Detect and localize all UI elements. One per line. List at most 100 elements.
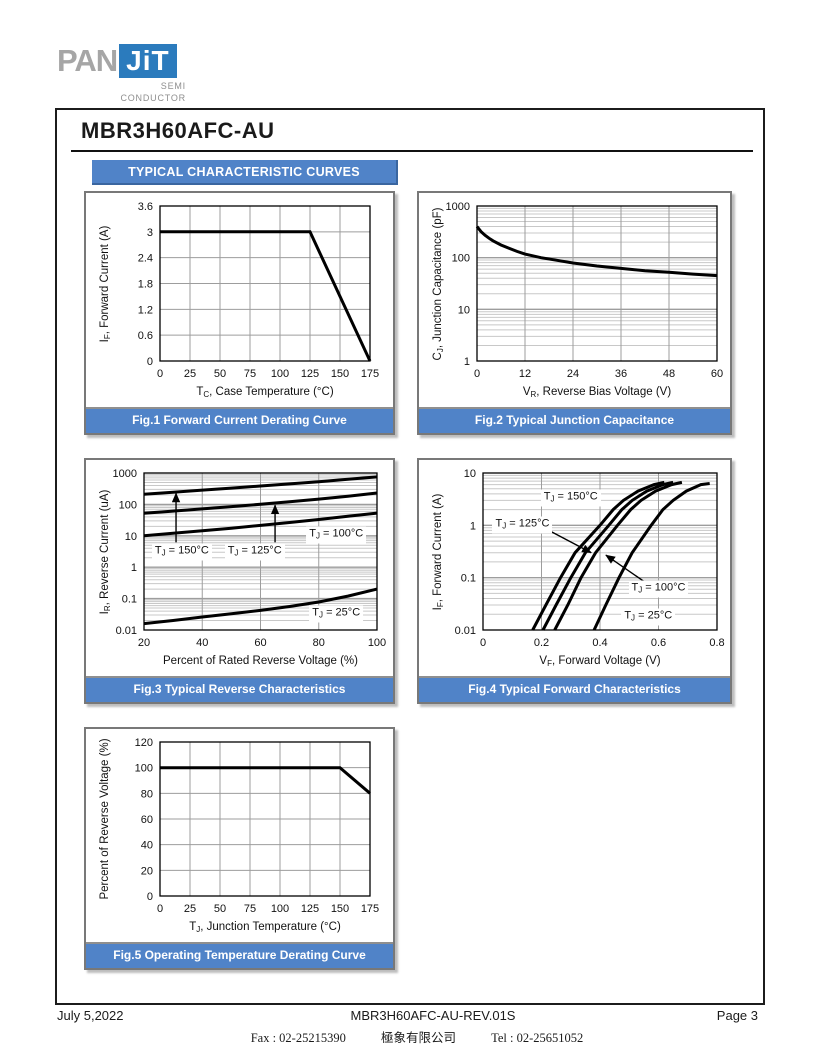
svg-text:0: 0 (147, 356, 153, 368)
section-banner: TYPICAL CHARACTERISTIC CURVES (92, 160, 398, 185)
footer-fax: Fax : 02-25215390 (250, 1031, 346, 1045)
y-axis-label: CJ, Junction Capacitance (pF) (432, 207, 445, 360)
svg-text:0: 0 (480, 637, 486, 649)
svg-text:25: 25 (184, 368, 196, 380)
svg-text:0: 0 (147, 891, 153, 903)
y-axis-label: IR, Reverse Current (uA) (99, 489, 112, 614)
logo-jit-badge: JiT (119, 44, 177, 78)
svg-text:60: 60 (711, 368, 723, 380)
title-divider (71, 150, 753, 152)
svg-text:1: 1 (470, 520, 476, 532)
svg-text:100: 100 (119, 499, 137, 511)
svg-text:0.8: 0.8 (709, 637, 724, 649)
svg-text:10: 10 (458, 304, 470, 316)
svg-text:100: 100 (271, 368, 289, 380)
svg-text:0.2: 0.2 (534, 637, 549, 649)
page-title: MBR3H60AFC-AU (81, 118, 275, 143)
footer-page-number: Page 3 (716, 1008, 758, 1023)
svg-text:1000: 1000 (113, 468, 137, 480)
svg-text:2.4: 2.4 (138, 253, 153, 265)
x-axis-label: Percent of Rated Reverse Voltage (%) (163, 655, 358, 667)
fig5-chart: 0 25 50 75 100 125 150 175 0 20 40 60 80 100 120 TJ, Ju… (86, 729, 393, 942)
svg-text:20: 20 (138, 637, 150, 649)
logo-pan-text: PAN (57, 43, 118, 78)
logo-conductor-text: CONDUCTOR (120, 93, 186, 103)
svg-text:0: 0 (157, 903, 163, 915)
svg-text:100: 100 (271, 903, 289, 915)
svg-text:1000: 1000 (446, 201, 470, 213)
fig2-panel: 0 12 24 36 48 60 1 10 100 1000 VR, Reverse Bias Vo… (417, 191, 732, 435)
fig2-chart: 0 12 24 36 48 60 1 10 100 1000 VR, Reverse Bias Vo… (419, 193, 730, 407)
svg-text:0.01: 0.01 (116, 625, 137, 637)
svg-text:150: 150 (331, 368, 349, 380)
svg-text:80: 80 (141, 788, 153, 800)
svg-text:12: 12 (519, 368, 531, 380)
x-axis-label: VR, Reverse Bias Voltage (V) (522, 386, 672, 399)
svg-text:75: 75 (244, 368, 256, 380)
svg-text:120: 120 (135, 737, 153, 749)
svg-text:0.6: 0.6 (138, 330, 153, 342)
svg-text:175: 175 (361, 903, 379, 915)
curve-label: TJ = 100°C (628, 580, 689, 598)
footer-date: July 5,2022 (57, 1008, 124, 1023)
svg-text:1.8: 1.8 (138, 279, 153, 291)
svg-text:1: 1 (464, 356, 470, 368)
footer-doc-number: MBR3H60AFC-AU-REV.01S (350, 1008, 516, 1023)
svg-text:0.1: 0.1 (461, 573, 476, 585)
svg-text:40: 40 (196, 637, 208, 649)
logo-semi-text: SEMI (160, 81, 186, 91)
y-axis-label: IF, Forward Current (A) (99, 225, 112, 342)
footer-tel: Tel : 02-25651052 (491, 1031, 584, 1045)
svg-text:1.2: 1.2 (138, 304, 153, 316)
svg-text:36: 36 (615, 368, 627, 380)
svg-text:0: 0 (474, 368, 480, 380)
x-axis-label: TC, Case Temperature (°C) (196, 386, 334, 399)
svg-text:100: 100 (452, 253, 470, 265)
fig1-chart: 0 25 50 75 100 125 150 175 0 0.6 1.2 1.8 2.4 3 3.6 TC, … (86, 193, 393, 407)
svg-text:10: 10 (125, 531, 137, 543)
fig3-chart: 20 40 60 80 100 0.01 0.1 1 10 100 1000 Percent of R… (86, 460, 393, 676)
fig4-panel: 0 0.2 0.4 0.6 0.8 0.01 0.1 1 10 VF, Forward Volta… (417, 458, 732, 704)
footer-contact-line: Fax : 02-25215390 極象有限公司 Tel : 02-256510… (7, 1027, 820, 1046)
curve-label: TJ = 125°C (492, 516, 553, 534)
footer-company: 極象有限公司 (380, 1031, 456, 1045)
fig1-caption: Fig.1 Forward Current Derating Curve (86, 407, 393, 433)
x-axis-label: VF, Forward Voltage (V) (539, 655, 661, 668)
svg-text:1: 1 (131, 562, 137, 574)
curve-label: TJ = 100°C (306, 526, 367, 543)
fig5-panel: 0 25 50 75 100 125 150 175 0 20 40 60 80 100 120 TJ, Ju… (84, 727, 395, 970)
fig3-caption: Fig.3 Typical Reverse Characteristics (86, 676, 393, 702)
fig3-panel: 20 40 60 80 100 0.01 0.1 1 10 100 1000 Percent of R… (84, 458, 395, 704)
svg-text:0.01: 0.01 (455, 625, 476, 637)
fig4-chart: 0 0.2 0.4 0.6 0.8 0.01 0.1 1 10 VF, Forward Volta… (419, 460, 730, 676)
svg-text:75: 75 (244, 903, 256, 915)
svg-text:50: 50 (214, 368, 226, 380)
svg-text:0.6: 0.6 (651, 637, 666, 649)
x-axis-label: TJ, Junction Temperature (°C) (189, 921, 341, 934)
svg-text:0.1: 0.1 (122, 594, 137, 606)
svg-text:100: 100 (135, 763, 153, 775)
logo-subtitle: SEMI CONDUCTOR (57, 80, 186, 104)
fig5-caption: Fig.5 Operating Temperature Derating Cur… (86, 942, 393, 968)
svg-text:10: 10 (464, 468, 476, 480)
panjit-logo: PAN JiT SEMI CONDUCTOR (57, 43, 185, 104)
svg-text:25: 25 (184, 903, 196, 915)
svg-text:0: 0 (157, 368, 163, 380)
curve-label: TJ = 25°C (309, 605, 364, 623)
svg-text:125: 125 (301, 368, 319, 380)
fig2-caption: Fig.2 Typical Junction Capacitance (419, 407, 730, 433)
fig4-caption: Fig.4 Typical Forward Characteristics (419, 676, 730, 702)
svg-text:175: 175 (361, 368, 379, 380)
svg-text:24: 24 (567, 368, 579, 380)
svg-text:80: 80 (313, 637, 325, 649)
svg-text:3.6: 3.6 (138, 201, 153, 213)
curve-label: TJ = 150°C (540, 489, 601, 507)
y-axis-label: IF, Forward Current (A) (432, 493, 445, 610)
svg-text:125: 125 (301, 903, 319, 915)
fig1-panel: 0 25 50 75 100 125 150 175 0 0.6 1.2 1.8 2.4 3 3.6 TC, … (84, 191, 395, 435)
svg-text:150: 150 (331, 903, 349, 915)
svg-text:3: 3 (147, 227, 153, 239)
svg-text:48: 48 (663, 368, 675, 380)
svg-text:40: 40 (141, 840, 153, 852)
